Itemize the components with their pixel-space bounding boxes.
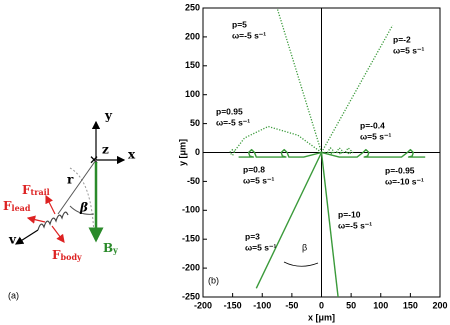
y-tick-label: -250 <box>182 291 200 301</box>
y-tick-label: -200 <box>182 262 200 272</box>
annotation-omega: ω=-5 s⁻¹ <box>338 220 372 230</box>
angle-arc <box>283 261 319 267</box>
x-tick-label: 100 <box>373 300 388 310</box>
y-tick-label: -50 <box>187 176 200 186</box>
x-axis-label: x [μm] <box>308 312 335 322</box>
trajectory <box>320 152 339 298</box>
beta-label: β <box>79 201 88 215</box>
x-tick-label: 50 <box>346 300 356 310</box>
y-tick-label: 50 <box>190 118 200 128</box>
annotation-p: p=3 <box>245 231 260 241</box>
panel-a: × y z x r β v Ftrail Flead Fbody By (a) <box>3 109 136 301</box>
velocity-arrow <box>14 229 39 245</box>
annotation-p: p=0.95 <box>216 106 243 116</box>
trajectory-arc <box>69 167 95 237</box>
y-tick-label: 250 <box>185 2 200 12</box>
f-body-arrow <box>51 225 65 243</box>
annotation-p: p=-10 <box>338 209 361 219</box>
annotation-p: p=-2 <box>393 34 411 44</box>
annotation-p: p=0.8 <box>243 164 265 174</box>
helix <box>37 211 69 231</box>
y-tick-label: 100 <box>185 89 200 99</box>
trajectory <box>229 125 322 157</box>
panel-b-label: (b) <box>208 275 219 285</box>
x-tick-label: -200 <box>194 300 212 310</box>
r-label: r <box>67 173 74 187</box>
annotation-omega: ω=5 s⁻¹ <box>360 131 391 141</box>
z-axis-symbol: × <box>89 153 99 167</box>
y-tick-label: -100 <box>182 205 200 215</box>
angle-label: β <box>302 242 307 252</box>
trajectory <box>321 147 355 155</box>
radius-line <box>57 159 97 215</box>
y-tick-label: 150 <box>185 60 200 70</box>
f-lead-arrow <box>26 215 46 224</box>
z-label: z <box>102 143 109 157</box>
annotation-omega: ω=5 s⁻¹ <box>393 45 424 55</box>
y-tick-label: -150 <box>182 234 200 244</box>
panel-a-label: (a) <box>8 290 19 300</box>
trajectory <box>255 152 323 289</box>
y-tick-label: 0 <box>195 147 200 157</box>
y-label: y <box>104 109 113 123</box>
y-axis-label: y [μm] <box>177 139 187 166</box>
f-trail-label: Ftrail <box>22 183 50 198</box>
annotation-omega: ω=5 s⁻¹ <box>245 242 276 252</box>
x-tick-label: 200 <box>432 300 447 310</box>
annotation-omega: ω=-5 s⁻¹ <box>216 117 250 127</box>
x-label: x <box>128 148 136 162</box>
trajectory <box>276 7 323 153</box>
trajectory <box>238 148 322 158</box>
panel-b: -200 -150 -100 -50 0 50 100 150 200-250-200-150-… <box>177 2 447 322</box>
beta-arc <box>69 205 95 215</box>
annotation-p: p=-0.95 <box>385 165 415 175</box>
f-body-label: Fbody <box>52 248 82 263</box>
annotation-omega: ω=5 s⁻¹ <box>243 175 274 185</box>
x-tick-label: 150 <box>403 300 418 310</box>
field-label: By <box>103 241 118 256</box>
x-tick-label: -100 <box>253 300 271 310</box>
f-lead-label: Flead <box>3 199 31 214</box>
trajectory <box>320 24 394 153</box>
annotation-p: p=5 <box>232 19 247 29</box>
v-label: v <box>8 233 17 247</box>
annotation-omega: ω=-5 s⁻¹ <box>232 30 266 40</box>
annotation-p: p=-0.4 <box>360 120 385 130</box>
f-trail-arrow <box>45 194 56 215</box>
annotation-omega: ω=-10 s⁻¹ <box>385 176 424 186</box>
y-tick-label: 200 <box>185 31 200 41</box>
trajectory <box>321 148 426 158</box>
x-tick-label: 0 <box>319 300 324 310</box>
x-tick-label: -150 <box>224 300 242 310</box>
x-tick-label: -50 <box>285 300 298 310</box>
